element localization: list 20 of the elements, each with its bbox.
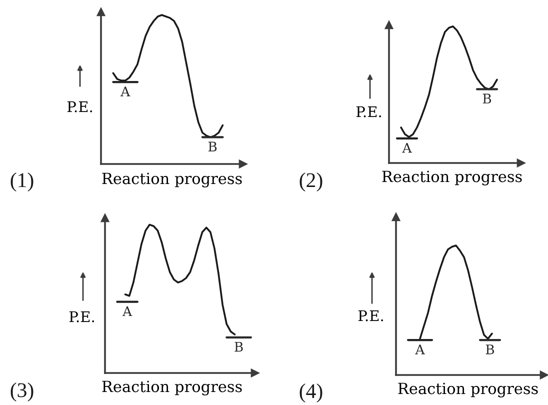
series-label: B <box>486 344 494 354</box>
text: (1) <box>10 172 34 192</box>
y-axis-title: P.E. <box>358 310 384 322</box>
y-axis-title: P.E. <box>67 101 92 112</box>
series-label: A <box>120 86 130 96</box>
x-axis-title: Reaction progress <box>102 380 242 396</box>
series-label: A <box>122 306 132 316</box>
y-axis-title: P.E. <box>356 106 382 118</box>
series-label: A <box>402 142 412 153</box>
y-axis-title: P.E. <box>69 311 94 322</box>
text: (3) <box>10 382 34 402</box>
text: (2) <box>300 172 322 192</box>
text: (4) <box>300 384 322 402</box>
x-axis-title: Reaction progress <box>382 170 522 186</box>
x-axis-title: Reaction progress <box>102 172 242 188</box>
series-label: B <box>208 142 217 152</box>
series-label: A <box>415 344 425 354</box>
series-label: B <box>234 342 243 352</box>
series-label: B <box>482 94 492 104</box>
x-axis-title: Reaction progress <box>398 382 538 398</box>
